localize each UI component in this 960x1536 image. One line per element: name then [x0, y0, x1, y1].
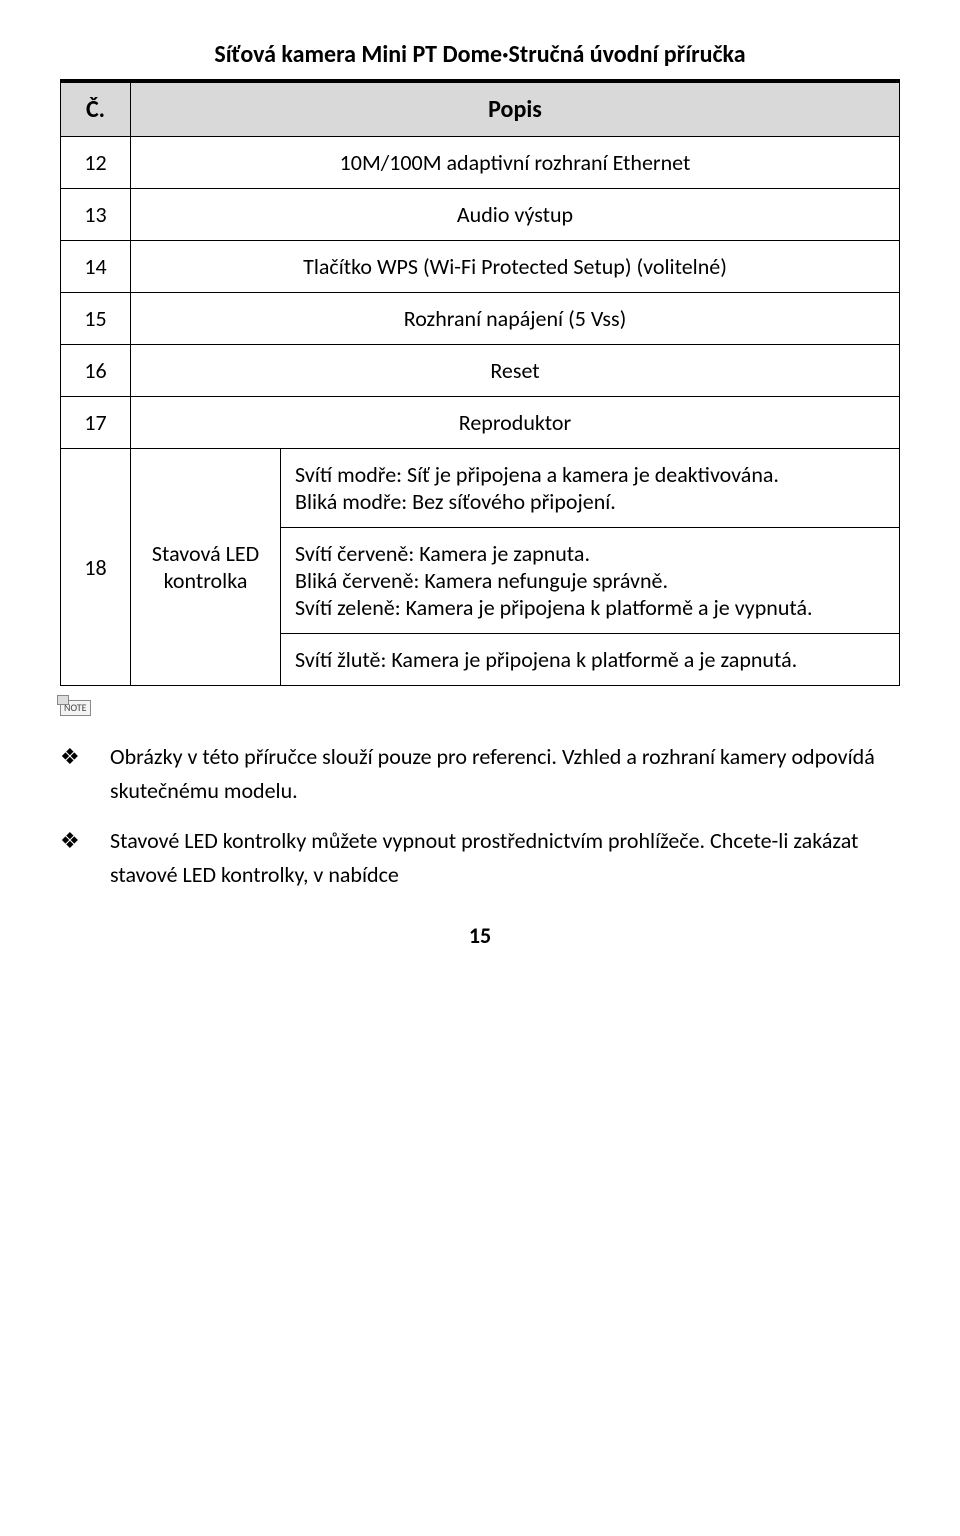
col-header-desc: Popis: [131, 83, 900, 137]
cell-num: 12: [61, 137, 131, 189]
specs-table: Č. Popis 12 10M/100M adaptivní rozhraní …: [60, 82, 900, 686]
cell-desc: Tlačítko WPS (Wi-Fi Protected Setup) (vo…: [131, 241, 900, 293]
table-row-18: 18 Stavová LED kontrolka Svítí modře: Sí…: [61, 449, 900, 528]
cell-desc: Reproduktor: [131, 397, 900, 449]
note-item: ❖ Stavové LED kontrolky můžete vypnout p…: [60, 824, 900, 892]
table-row: 17 Reproduktor: [61, 397, 900, 449]
cell-num: 13: [61, 189, 131, 241]
note-icon: NOTE: [60, 700, 91, 716]
cell-num: 16: [61, 345, 131, 397]
note-text: Obrázky v této příručce slouží pouze pro…: [110, 740, 900, 808]
cell-num: 17: [61, 397, 131, 449]
table-row: 13 Audio výstup: [61, 189, 900, 241]
cell-led-state: Svítí červeně: Kamera je zapnuta.Bliká č…: [281, 528, 900, 634]
page-title: Síťová kamera Mini PT Dome·Stručná úvodn…: [60, 40, 900, 82]
note-item: ❖ Obrázky v této příručce slouží pouze p…: [60, 740, 900, 808]
table-row: 16 Reset: [61, 345, 900, 397]
table-row: 14 Tlačítko WPS (Wi-Fi Protected Setup) …: [61, 241, 900, 293]
table-row: 12 10M/100M adaptivní rozhraní Ethernet: [61, 137, 900, 189]
page-number: 15: [60, 922, 900, 949]
cell-num: 14: [61, 241, 131, 293]
cell-num: 18: [61, 449, 131, 686]
table-row: 15 Rozhraní napájení (5 Vss): [61, 293, 900, 345]
diamond-icon: ❖: [60, 824, 110, 892]
cell-desc: 10M/100M adaptivní rozhraní Ethernet: [131, 137, 900, 189]
cell-desc: Audio výstup: [131, 189, 900, 241]
note-text: Stavové LED kontrolky můžete vypnout pro…: [110, 824, 900, 892]
col-header-num: Č.: [61, 83, 131, 137]
cell-led-label: Stavová LED kontrolka: [131, 449, 281, 686]
cell-led-state: Svítí modře: Síť je připojena a kamera j…: [281, 449, 900, 528]
cell-desc: Rozhraní napájení (5 Vss): [131, 293, 900, 345]
notes-section: ❖ Obrázky v této příručce slouží pouze p…: [60, 740, 900, 892]
cell-desc: Reset: [131, 345, 900, 397]
diamond-icon: ❖: [60, 740, 110, 808]
cell-led-state: Svítí žlutě: Kamera je připojena k platf…: [281, 634, 900, 686]
cell-num: 15: [61, 293, 131, 345]
